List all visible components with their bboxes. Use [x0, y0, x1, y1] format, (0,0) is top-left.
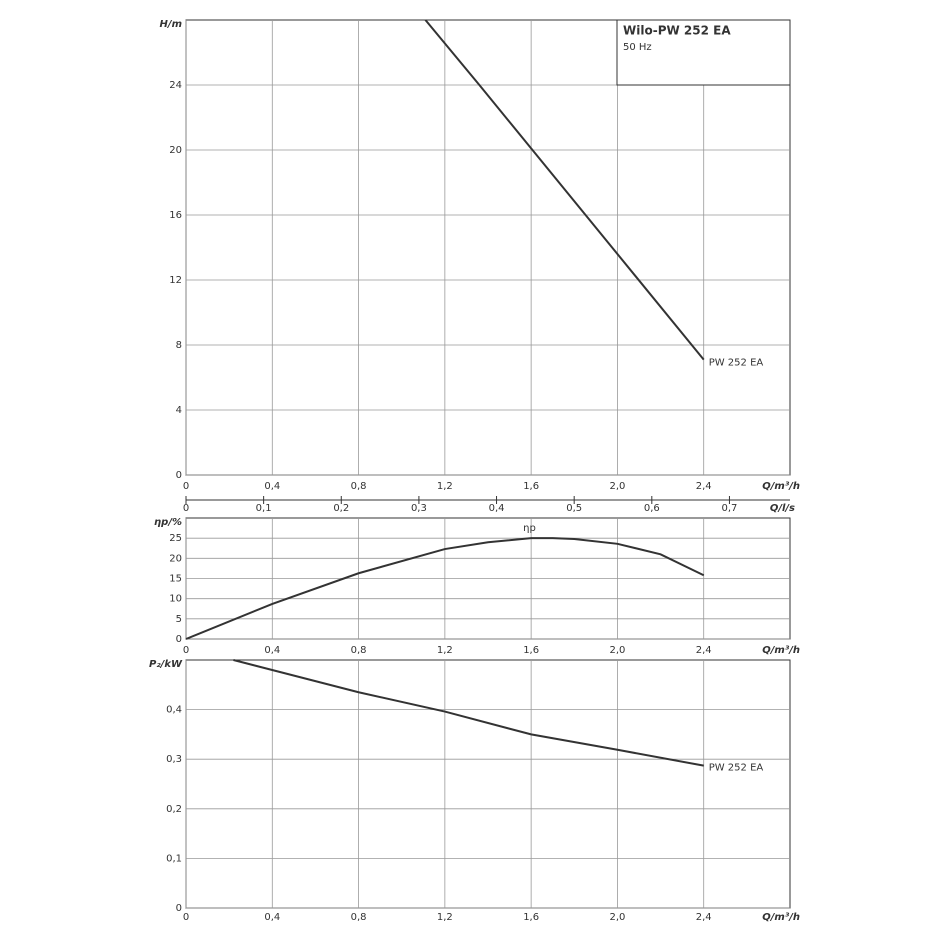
y-tick-label: 16 [169, 210, 182, 221]
y-tick-label: 20 [169, 553, 182, 564]
title-box [616, 19, 791, 86]
x2-tick-label: 0,4 [489, 503, 505, 514]
y-tick-label: 0,4 [166, 705, 182, 716]
x-tick-label: 0,8 [351, 912, 367, 923]
x2-tick-label: 0,7 [721, 503, 737, 514]
x-tick-label: 1,2 [437, 912, 453, 923]
x2-tick-label: 0,1 [256, 503, 272, 514]
x-tick-label: 0,4 [264, 912, 280, 923]
y-tick-label: 0 [176, 470, 182, 481]
x-axis-label: Q/m³/h [762, 645, 800, 656]
x-tick-label: 0,4 [264, 481, 280, 492]
x-axis-label: Q/m³/h [762, 481, 800, 492]
x-tick-label: 1,6 [523, 912, 539, 923]
chart-title: Wilo-PW 252 EA [623, 24, 731, 38]
x2-tick-label: 0 [183, 503, 189, 514]
y-axis-label: P₂/kW [149, 659, 183, 670]
x-tick-label: 2,4 [696, 912, 712, 923]
x-tick-label: 0,8 [351, 645, 367, 656]
x-tick-label: 2,0 [609, 912, 625, 923]
y-tick-label: 15 [169, 574, 182, 585]
x2-tick-label: 0,6 [644, 503, 660, 514]
curve-label: PW 252 EA [709, 358, 764, 369]
y-tick-label: 10 [169, 594, 182, 605]
y-axis-label: ηp/% [154, 517, 182, 528]
x-tick-label: 1,2 [437, 645, 453, 656]
y-tick-label: 5 [176, 614, 182, 625]
chart-subtitle: 50 Hz [623, 42, 652, 53]
y-tick-label: 25 [169, 533, 182, 544]
x-axis-label: Q/m³/h [762, 912, 800, 923]
y-tick-label: 4 [176, 405, 182, 416]
x-tick-label: 2,4 [696, 481, 712, 492]
x2-tick-label: 0,2 [333, 503, 349, 514]
y-tick-label: 0,1 [166, 853, 182, 864]
x-tick-label: 2,0 [609, 481, 625, 492]
curve [424, 19, 705, 361]
x-tick-label: 1,6 [523, 645, 539, 656]
x-tick-label: 1,2 [437, 481, 453, 492]
x2-tick-label: 0,5 [566, 503, 582, 514]
x-tick-label: 2,0 [609, 645, 625, 656]
x2-axis-label: Q/l/s [770, 503, 795, 514]
y-tick-label: 0 [176, 634, 182, 645]
y-tick-label: 24 [169, 80, 182, 91]
x-tick-label: 0 [183, 645, 189, 656]
y-tick-label: 8 [176, 340, 182, 351]
curve-label: ηp [523, 523, 536, 534]
x-tick-label: 0 [183, 481, 189, 492]
y-tick-label: 20 [169, 145, 182, 156]
plot-area [185, 19, 791, 476]
y-axis-label: H/m [160, 19, 182, 30]
curve-label: PW 252 EA [709, 763, 764, 774]
plot-area [185, 659, 791, 909]
x2-tick-label: 0,3 [411, 503, 427, 514]
y-tick-label: 0,2 [166, 804, 182, 815]
curve [185, 537, 705, 640]
y-tick-label: 12 [169, 275, 182, 286]
x-tick-label: 0,4 [264, 645, 280, 656]
x-tick-label: 0,8 [351, 481, 367, 492]
y-tick-label: 0 [176, 903, 182, 914]
x-tick-label: 1,6 [523, 481, 539, 492]
y-tick-label: 0,3 [166, 754, 182, 765]
x-tick-label: 2,4 [696, 645, 712, 656]
x-tick-label: 0 [183, 912, 189, 923]
curve [233, 659, 704, 767]
